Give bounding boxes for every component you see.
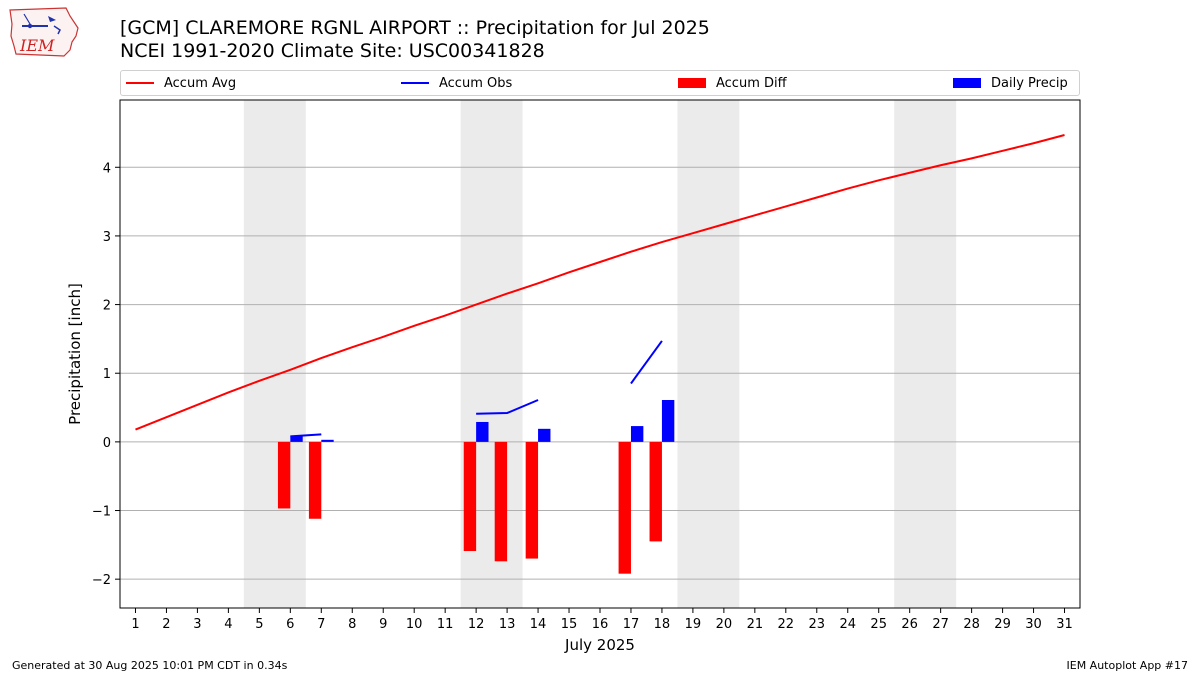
x-tick-label: 20 xyxy=(716,617,733,632)
y-axis-label: Precipitation [inch] xyxy=(66,283,84,425)
y-tick-label: 4 xyxy=(103,161,111,176)
x-tick-label: 29 xyxy=(994,617,1011,632)
line-accum-avg xyxy=(135,134,1065,431)
legend-label-accum-avg: Accum Avg xyxy=(164,75,237,91)
weekend-band xyxy=(894,100,957,608)
x-tick-label: 24 xyxy=(839,617,856,632)
bar-daily-precip xyxy=(476,421,489,442)
chart-legend: Accum Avg Accum Obs Accum Diff Daily Pre… xyxy=(120,70,1080,96)
legend-swatch-accum-obs xyxy=(401,82,429,84)
x-tick-label: 19 xyxy=(685,617,702,632)
x-tick-label: 7 xyxy=(317,617,325,632)
x-tick-label: 16 xyxy=(592,617,609,632)
bar-daily-precip xyxy=(630,426,644,442)
x-tick-label: 11 xyxy=(437,617,454,632)
chart-subtitle: NCEI 1991-2020 Climate Site: USC00341828 xyxy=(120,40,545,62)
legend-item-daily-precip: Daily Precip xyxy=(953,74,1068,92)
bar-accum-diff xyxy=(494,441,508,562)
x-tick-label: 27 xyxy=(932,617,949,632)
x-tick-label: 26 xyxy=(901,617,918,632)
x-tick-label: 25 xyxy=(870,617,887,632)
y-tick-label: −1 xyxy=(92,505,111,520)
bar-daily-precip xyxy=(290,436,303,442)
bar-daily-precip xyxy=(661,399,675,442)
bar-accum-diff xyxy=(649,441,662,542)
x-tick-label: 23 xyxy=(809,617,826,632)
bar-accum-diff xyxy=(463,441,477,552)
weekend-band xyxy=(243,100,306,608)
legend-item-accum-diff: Accum Diff xyxy=(678,74,787,92)
x-tick-label: 15 xyxy=(561,617,578,632)
legend-label-accum-diff: Accum Diff xyxy=(716,75,787,91)
x-tick-label: 4 xyxy=(224,617,232,632)
x-tick-label: 9 xyxy=(379,617,387,632)
weekend-band xyxy=(677,100,740,608)
x-tick-label: 14 xyxy=(530,617,547,632)
y-tick-label: 3 xyxy=(103,230,111,245)
y-tick-label: 0 xyxy=(103,436,111,451)
bar-accum-diff xyxy=(618,441,631,574)
x-tick-label: 31 xyxy=(1056,617,1073,632)
x-tick-label: 17 xyxy=(623,617,640,632)
bar-accum-diff xyxy=(308,441,322,519)
bar-accum-diff xyxy=(525,441,539,559)
footer-generated-text: Generated at 30 Aug 2025 10:01 PM CDT in… xyxy=(12,659,288,672)
line-accum-obs xyxy=(630,340,663,385)
footer-app-label: IEM Autoplot App #17 xyxy=(1066,659,1189,672)
x-tick-label: 8 xyxy=(348,617,356,632)
line-accum-obs xyxy=(476,399,539,415)
x-tick-label: 18 xyxy=(654,617,671,632)
bar-daily-precip xyxy=(538,428,551,442)
legend-item-accum-avg: Accum Avg xyxy=(126,74,236,92)
x-tick-label: 3 xyxy=(193,617,201,632)
x-tick-label: 2 xyxy=(162,617,170,632)
iem-logo: IEM xyxy=(8,6,80,62)
x-tick-label: 22 xyxy=(778,617,795,632)
chart-title: [GCM] CLAREMORE RGNL AIRPORT :: Precipit… xyxy=(120,17,710,39)
x-tick-label: 21 xyxy=(747,617,764,632)
x-tick-label: 5 xyxy=(255,617,263,632)
x-axis-label: July 2025 xyxy=(564,636,635,654)
x-tick-label: 30 xyxy=(1025,617,1042,632)
x-tick-label: 10 xyxy=(406,617,423,632)
bar-daily-precip xyxy=(321,439,334,442)
bar-accum-diff xyxy=(277,441,291,509)
x-tick-label: 13 xyxy=(499,617,516,632)
line-accum-obs xyxy=(290,433,322,438)
legend-label-daily-precip: Daily Precip xyxy=(991,75,1068,91)
legend-swatch-accum-diff xyxy=(678,78,706,88)
legend-item-accum-obs: Accum Obs xyxy=(401,74,512,92)
legend-swatch-daily-precip xyxy=(953,78,981,88)
x-tick-label: 6 xyxy=(286,617,294,632)
x-tick-label: 1 xyxy=(131,617,139,632)
y-tick-label: −2 xyxy=(92,573,111,588)
y-tick-label: 1 xyxy=(103,367,111,382)
x-tick-label: 28 xyxy=(963,617,980,632)
x-tick-label: 12 xyxy=(468,617,485,632)
legend-swatch-accum-avg xyxy=(126,82,154,84)
logo-text: IEM xyxy=(19,36,55,55)
legend-label-accum-obs: Accum Obs xyxy=(439,75,513,91)
y-tick-label: 2 xyxy=(103,299,111,314)
